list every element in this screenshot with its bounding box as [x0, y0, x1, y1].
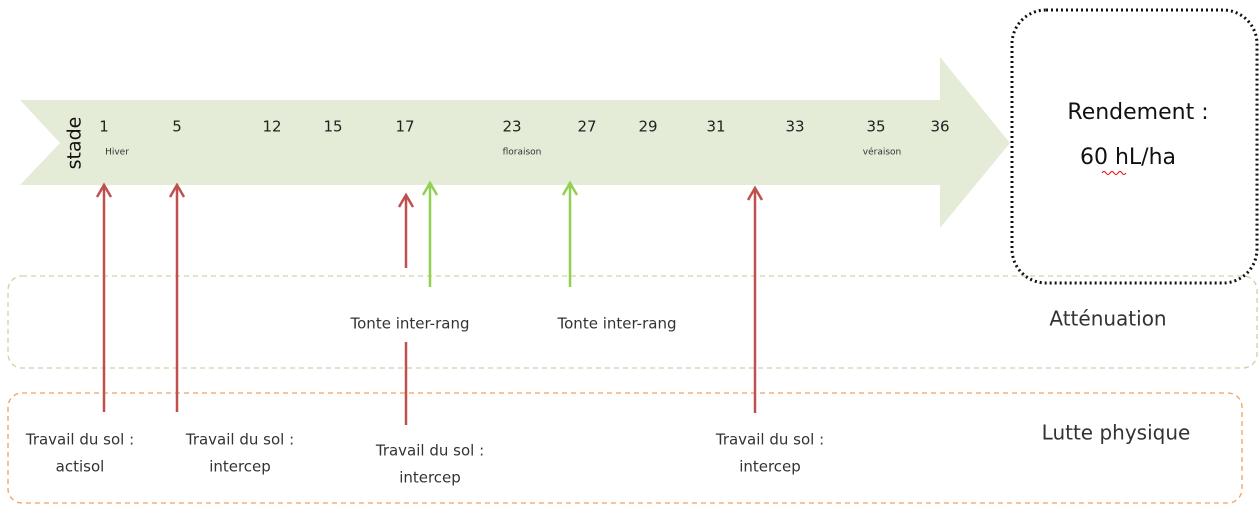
intervention-label: intercep: [209, 458, 271, 476]
lutte-zone: [7, 392, 1243, 504]
stage-number: 12: [262, 118, 281, 136]
intervention-label: Travail du sol :: [375, 442, 484, 460]
stage-note: véraison: [863, 147, 901, 158]
stage-number: 33: [785, 118, 804, 136]
zone-label: Lutte physique: [1042, 421, 1191, 445]
stage-number: 23: [502, 118, 521, 136]
result-title: Rendement :: [1067, 100, 1208, 125]
intervention-label: Travail du sol :: [185, 431, 294, 449]
zone-label: Atténuation: [1049, 307, 1166, 331]
stage-note: Hiver: [105, 148, 129, 158]
intervention-label: Tonte inter-rang: [350, 315, 470, 333]
result-box: [1010, 8, 1259, 285]
intervention-label: Tonte inter-rang: [557, 315, 677, 333]
stage-number: 29: [638, 118, 657, 136]
intervention-label: intercep: [739, 458, 801, 476]
stage-number: 1: [99, 118, 109, 136]
intervention-label: intercep: [399, 469, 461, 487]
arrow-head: [746, 185, 764, 201]
stage-number: 15: [323, 118, 342, 136]
arrow-head: [421, 180, 439, 196]
stage-number: 17: [395, 118, 414, 136]
attenuation-zone: [7, 275, 1258, 369]
stage-number: 5: [172, 118, 182, 136]
result-value: 60 hL/ha: [1080, 145, 1176, 170]
intervention-label: Travail du sol :: [25, 431, 134, 449]
spell-underline: [1101, 171, 1127, 175]
stage-number: 36: [930, 118, 949, 136]
arrow-head: [561, 180, 579, 196]
stage-number: 31: [706, 118, 725, 136]
arrows: [95, 180, 764, 425]
intervention-label: Travail du sol :: [715, 431, 824, 449]
timeline-arrow: [20, 57, 1010, 228]
stage-number: 27: [577, 118, 596, 136]
stage-number: 35: [866, 118, 885, 136]
intervention-label: actisol: [56, 458, 105, 476]
stage-note: floraison: [503, 148, 542, 158]
arrow-head: [95, 182, 113, 198]
stage-axis-label: stade: [64, 117, 86, 170]
arrow-head: [397, 192, 415, 208]
arrow-head: [168, 182, 186, 198]
